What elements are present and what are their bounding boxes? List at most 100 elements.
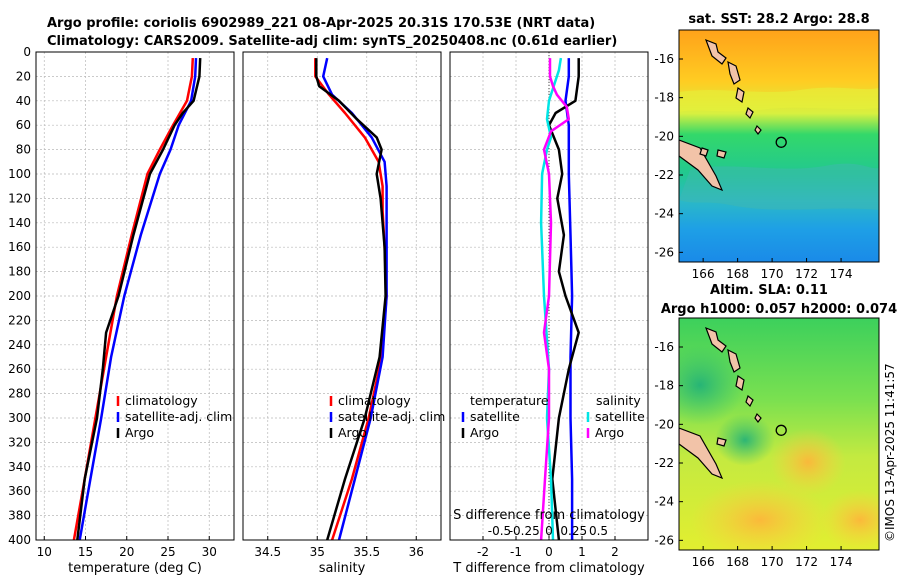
new-caledonia-coast <box>679 427 724 480</box>
difference-legend: temperature satellite Argo salinity sate… <box>461 393 645 440</box>
map-x-tick-label: 172 <box>795 555 818 569</box>
x-axis-label: salinity <box>319 561 366 576</box>
x-tick-label: 36 <box>409 545 424 559</box>
y-tick-label: 320 <box>8 435 31 449</box>
x-tick-label: 2 <box>611 545 619 559</box>
legend-label-argo: Argo <box>125 425 154 440</box>
vanuatu-coast <box>745 394 754 408</box>
map-y-tick-label: -18 <box>654 91 674 105</box>
plot-frame <box>449 51 649 541</box>
vanuatu-coast <box>745 106 754 120</box>
legend-label-climatology: climatology <box>338 393 411 408</box>
y-tick-label: 380 <box>8 509 31 523</box>
argo-position-marker <box>775 424 787 436</box>
vanuatu-coast <box>727 60 741 85</box>
y-tick-label: 280 <box>8 387 31 401</box>
x-tick-label: 1 <box>578 545 586 559</box>
sla-map-frame <box>678 317 880 551</box>
vanuatu-coast <box>754 412 762 423</box>
map-x-tick-label: 168 <box>726 555 749 569</box>
x2-tick-label: 0 <box>545 524 553 538</box>
series-line-climatology <box>72 58 195 541</box>
series-line-temperature-satellite <box>564 58 574 540</box>
y-tick-label: 260 <box>8 362 31 376</box>
x-axis-label: T difference from climatology <box>452 561 645 576</box>
vanuatu-coast <box>704 326 727 353</box>
vanuatu-coast <box>735 87 745 103</box>
loyalty-islands-coast <box>699 147 709 157</box>
y-tick-label: 200 <box>8 289 31 303</box>
map-x-tick-label: 174 <box>830 267 853 281</box>
salinity-panel: 34.5 35 35.5 36 salinity <box>242 51 442 576</box>
y-tick-label: 400 <box>8 533 31 547</box>
map-x-tick-label: 172 <box>795 267 818 281</box>
x-tick-label: 20 <box>119 545 134 559</box>
x-tick-label: 10 <box>37 545 52 559</box>
x-tick-label: 0 <box>545 545 553 559</box>
map-y-tick-label: -26 <box>654 533 674 547</box>
difference-panel: -2 -1 0 1 2 S difference from climatology-0.5… <box>449 51 649 576</box>
y-tick-label: 300 <box>8 411 31 425</box>
map-y-tick-label: -24 <box>654 495 674 509</box>
legend-label-temp-satellite: satellite <box>470 409 520 424</box>
loyalty-islands-coast <box>716 149 727 159</box>
series-line-argo <box>315 58 387 541</box>
x-tick-label: -2 <box>477 545 489 559</box>
map-y-tick-label: -20 <box>654 417 674 431</box>
map-y-tick-label: -16 <box>654 340 674 354</box>
x-tick-label: 35 <box>310 545 325 559</box>
loyalty-islands-coast <box>716 437 727 447</box>
map-x-tick-label: 166 <box>692 267 715 281</box>
x-tick-label: 30 <box>202 545 217 559</box>
sla-map: Altim. SLA: 0.11 Argo h1000: 0.057 h2000… <box>654 283 897 569</box>
map-x-tick-label: 170 <box>761 555 784 569</box>
y-tick-label: 100 <box>8 167 31 181</box>
imos-credit: ©IMOS 13-Apr-2025 11:41:57 <box>883 363 897 542</box>
y-tick-label: 0 <box>23 45 31 59</box>
y-tick-label: 60 <box>16 118 31 132</box>
legend-label-satellite: satellite-adj. clim <box>125 409 232 424</box>
temperature-panel: 0 20 40 60 80 100 120 140 160 180 200 220 240 260 280 3… <box>8 45 235 576</box>
figure-title-line1: Argo profile: coriolis 6902989_221 08-Ap… <box>47 16 595 31</box>
sla-anomaly <box>679 345 745 425</box>
map-x-tick-label: 166 <box>692 555 715 569</box>
salinity-legend: climatology satellite-adj. clim Argo <box>329 393 445 440</box>
legend-label-climatology: climatology <box>125 393 198 408</box>
figure-title-line2: Climatology: CARS2009. Satellite-adj cli… <box>47 34 617 49</box>
x-tick-label: -1 <box>510 545 522 559</box>
map-y-tick-label: -16 <box>654 52 674 66</box>
y-tick-label: 240 <box>8 338 31 352</box>
vanuatu-coast <box>735 375 745 391</box>
y-tick-label: 40 <box>16 94 31 108</box>
y-tick-label: 80 <box>16 143 31 157</box>
sst-band <box>679 163 879 210</box>
vanuatu-coast <box>754 124 762 135</box>
vanuatu-coast <box>704 38 727 65</box>
legend-label-sal-satellite: satellite <box>595 409 645 424</box>
y-tick-label: 360 <box>8 484 31 498</box>
plot-frame <box>242 51 442 541</box>
series-line-satellite-adj-clim <box>78 58 198 541</box>
map-y-tick-label: -26 <box>654 245 674 259</box>
map-y-tick-label: -22 <box>654 456 674 470</box>
y-tick-label: 220 <box>8 313 31 327</box>
sla-map-subtitle: Argo h1000: 0.057 h2000: 0.074 <box>661 302 897 317</box>
map-x-tick-label: 174 <box>830 555 853 569</box>
sst-map-frame <box>678 29 880 263</box>
legend-label-argo: Argo <box>338 425 367 440</box>
x2-tick-label: 0.5 <box>589 524 608 538</box>
sst-map-axes: 166 168 170 172 174 -16 -18 -20 -22 -24 -26 <box>654 52 852 281</box>
x-tick-label: 35.5 <box>353 545 380 559</box>
plot-frame <box>35 51 235 541</box>
series-line-climatology <box>314 58 388 541</box>
sla-anomaly <box>715 414 775 466</box>
map-y-tick-label: -18 <box>654 379 674 393</box>
series-line-argo <box>76 58 202 541</box>
legend-label-sal-argo: Argo <box>595 425 624 440</box>
y-tick-label: 180 <box>8 265 31 279</box>
legend-title-temperature: temperature <box>470 393 549 408</box>
y-tick-label: 340 <box>8 460 31 474</box>
y-tick-label: 120 <box>8 191 31 205</box>
x-tick-label: 15 <box>78 545 93 559</box>
sla-anomaly <box>820 490 879 550</box>
